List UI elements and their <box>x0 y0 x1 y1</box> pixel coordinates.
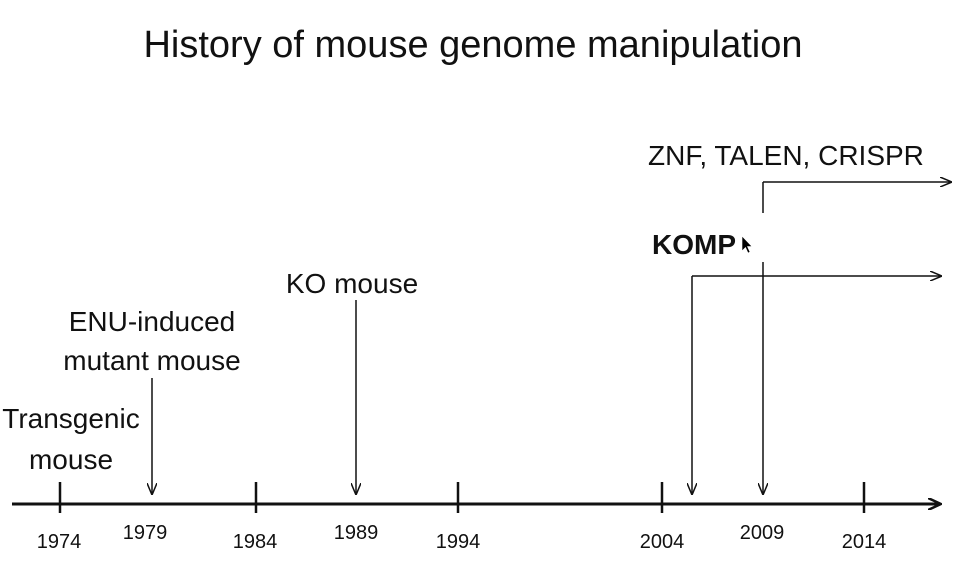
year-labels: 1974 1979 1984 1989 1994 2004 2009 2014 <box>37 522 887 553</box>
event-label-transgenic-2: mouse <box>29 444 113 475</box>
year-label-2014: 2014 <box>842 531 887 553</box>
axis-ticks <box>58 482 866 513</box>
event-label-transgenic: Transgenic <box>2 403 139 434</box>
event-label-enu: ENU-induced <box>69 306 236 337</box>
event-label-ko: KO mouse <box>286 268 418 299</box>
year-label-1984: 1984 <box>233 531 278 553</box>
year-label-1974: 1974 <box>37 531 82 553</box>
year-label-1979: 1979 <box>123 522 168 544</box>
year-label-2009: 2009 <box>740 522 785 544</box>
event-ko-mouse: KO mouse <box>286 268 418 494</box>
event-enu-mutant: ENU-induced mutant mouse <box>63 306 241 494</box>
event-label-komp: KOMP <box>652 229 736 260</box>
event-komp: KOMP <box>652 229 941 494</box>
event-transgenic-mouse: Transgenic mouse <box>2 403 139 475</box>
year-label-1989: 1989 <box>334 522 379 544</box>
slide-title: History of mouse genome manipulation <box>143 24 802 66</box>
year-label-1994: 1994 <box>436 531 481 553</box>
event-label-genome-editing: ZNF, TALEN, CRISPR <box>648 140 924 171</box>
mouse-pointer-icon <box>741 235 753 254</box>
year-label-2004: 2004 <box>640 531 685 553</box>
event-label-enu-2: mutant mouse <box>63 345 240 376</box>
event-genome-editing: ZNF, TALEN, CRISPR <box>648 140 951 494</box>
